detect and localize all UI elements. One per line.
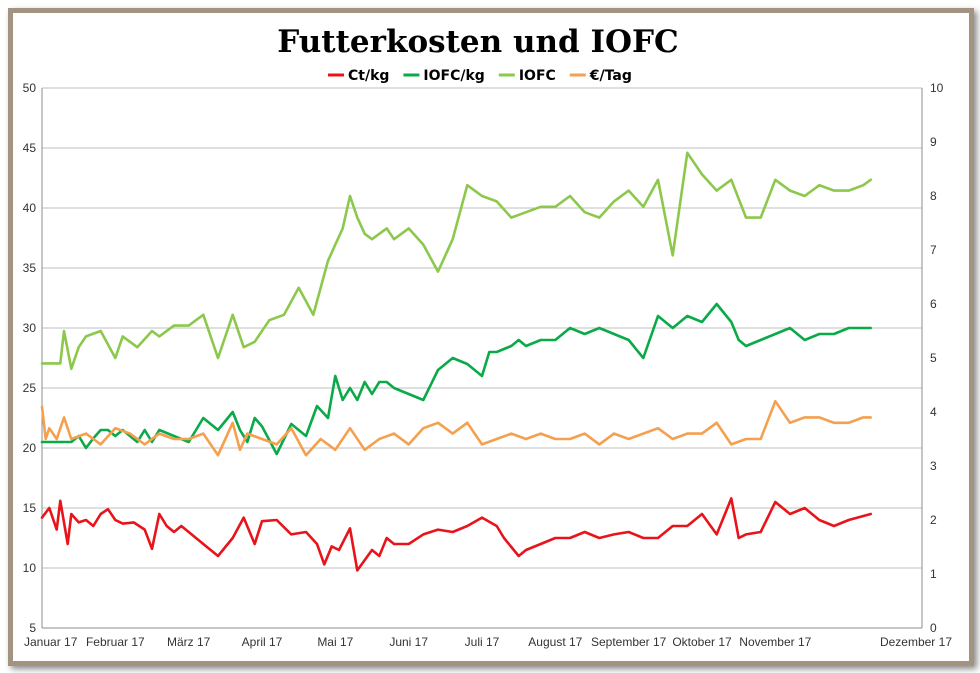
x-tick-label: Januar 17	[24, 635, 78, 649]
x-tick-label: November 17	[739, 635, 811, 649]
x-tick-label: September 17	[591, 635, 667, 649]
x-tick-label: Oktober 17	[672, 635, 732, 649]
y-right-tick-label: 0	[930, 621, 937, 635]
y-left-tick-label: 20	[23, 441, 37, 455]
x-tick-label: März 17	[167, 635, 211, 649]
y-right-tick-label: 10	[930, 81, 944, 95]
legend: Ct/kg IOFC/kg IOFC €/Tag	[328, 68, 632, 84]
legend-entry: IOFC/kg	[403, 68, 485, 84]
y-right-tick-label: 9	[930, 135, 937, 149]
y-left-tick-label: 15	[23, 501, 37, 515]
y-right-tick-label: 7	[930, 243, 937, 257]
y-right-tick-label: 3	[930, 459, 937, 473]
y-left-tick-label: 40	[23, 201, 37, 215]
legend-entry: €/Tag	[569, 68, 632, 84]
y-right-tick-label: 6	[930, 297, 937, 311]
series-line-1	[40, 302, 873, 456]
y-left-tick-label: 45	[23, 141, 37, 155]
y-right-tick-label: 2	[930, 513, 937, 527]
y-left-tick-label: 35	[23, 261, 37, 275]
chart-title: Futterkosten und IOFC	[277, 24, 678, 60]
legend-label: Ct/kg	[348, 68, 389, 84]
grid	[42, 87, 922, 569]
y-left-tick-label: 10	[23, 561, 37, 575]
x-tick-label: Juli 17	[465, 635, 500, 649]
series-line-3	[40, 399, 873, 457]
legend-entry: IOFC	[498, 68, 556, 84]
y-right-tick-label: 5	[930, 351, 937, 365]
x-tick-label: April 17	[242, 635, 283, 649]
series-lines	[40, 151, 873, 572]
x-tick-label: Juni 17	[389, 635, 428, 649]
x-tick-label: Mai 17	[317, 635, 353, 649]
legend-entry: Ct/kg	[328, 68, 389, 84]
series-line-2	[40, 151, 873, 371]
y-left-tick-label: 30	[23, 321, 37, 335]
x-tick-label: Februar 17	[86, 635, 145, 649]
y-right-tick-label: 8	[930, 189, 937, 203]
y-right-tick-label: 1	[930, 567, 937, 581]
legend-label: IOFC	[519, 68, 556, 84]
y-left-tick-label: 25	[23, 381, 37, 395]
x-tick-label: Dezember 17	[880, 635, 952, 649]
series-line-0	[40, 497, 873, 572]
legend-label: IOFC/kg	[423, 68, 484, 84]
x-tick-label: August 17	[528, 635, 582, 649]
legend-label: €/Tag	[589, 68, 632, 84]
y-left-tick-label: 5	[29, 621, 36, 635]
y-right-tick-label: 4	[930, 405, 937, 419]
y-left-tick-label: 50	[23, 81, 37, 95]
